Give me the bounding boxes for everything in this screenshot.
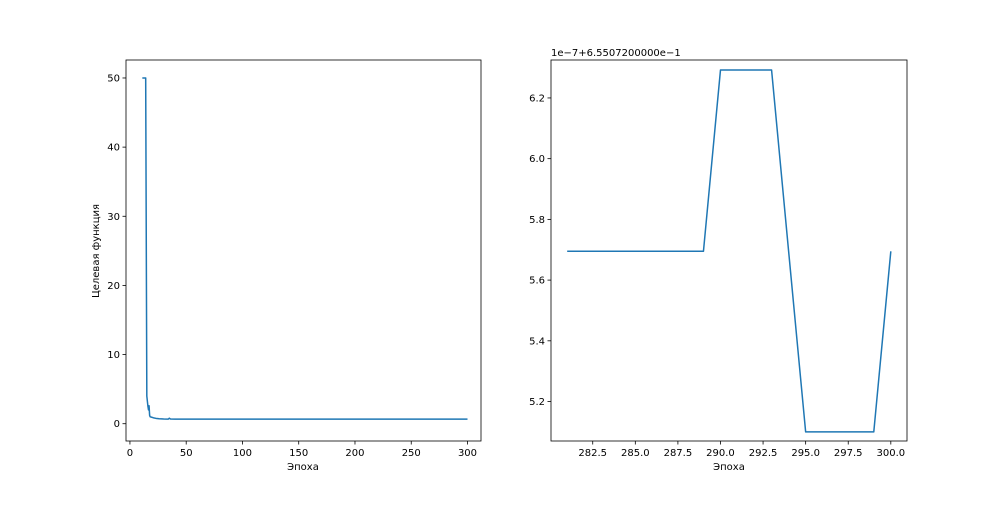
right-y-tick-label: 6.2 [529, 93, 545, 104]
left-y-tick-label: 30 [107, 212, 120, 223]
left-y-tick-label: 40 [107, 143, 120, 154]
right-series-line [567, 69, 892, 433]
right-x-tick-label: 290.0 [706, 448, 735, 459]
right-y-tick-label: 5.6 [529, 276, 545, 287]
right-x-tick-label: 292.5 [749, 448, 778, 459]
left-y-tick-label: 10 [107, 350, 120, 361]
right-plot-frame [550, 59, 908, 442]
left-x-tick-label: 150 [289, 448, 308, 459]
right-ticks: 282.5 285.0 287.5 290.0 292.5 295.0 297.5 300.0… [529, 93, 905, 459]
left-x-tick-label: 300 [458, 448, 477, 459]
left-chart: 0 50 100 150 200 250 300 0 10 20 30 40 50 Эпоха Целе… [91, 59, 482, 473]
left-plot-frame [125, 59, 482, 442]
left-ticks: 0 50 100 150 200 250 300 0 10 20 30 40 50 [107, 73, 477, 459]
left-series-line [142, 77, 468, 420]
right-x-tick-label: 282.5 [578, 448, 607, 459]
right-chart: 282.5 285.0 287.5 290.0 292.5 295.0 297.5 300.0… [529, 48, 908, 473]
right-x-tick-label: 297.5 [834, 448, 863, 459]
right-x-tick-label: 300.0 [876, 448, 905, 459]
left-y-tick-label: 0 [114, 419, 120, 430]
left-x-axis-label: Эпоха [287, 462, 319, 473]
left-y-axis-label: Целевая функция [91, 204, 102, 298]
right-y-tick-label: 6.0 [529, 154, 545, 165]
right-y-tick-label: 5.2 [529, 397, 545, 408]
left-x-tick-label: 0 [127, 448, 133, 459]
right-y-tick-label: 5.4 [529, 336, 545, 347]
right-y-offset-label: 1e−7+6.5507200000e−1 [551, 48, 681, 59]
left-x-tick-label: 100 [233, 448, 252, 459]
left-y-tick-label: 50 [107, 73, 120, 84]
right-x-tick-label: 295.0 [791, 448, 820, 459]
left-x-tick-label: 250 [402, 448, 421, 459]
left-x-tick-label: 200 [345, 448, 364, 459]
right-y-tick-label: 5.8 [529, 215, 545, 226]
left-y-tick-label: 20 [107, 281, 120, 292]
left-x-tick-label: 50 [180, 448, 193, 459]
right-x-axis-label: Эпоха [713, 462, 745, 473]
right-x-tick-label: 287.5 [664, 448, 693, 459]
right-x-tick-label: 285.0 [621, 448, 650, 459]
